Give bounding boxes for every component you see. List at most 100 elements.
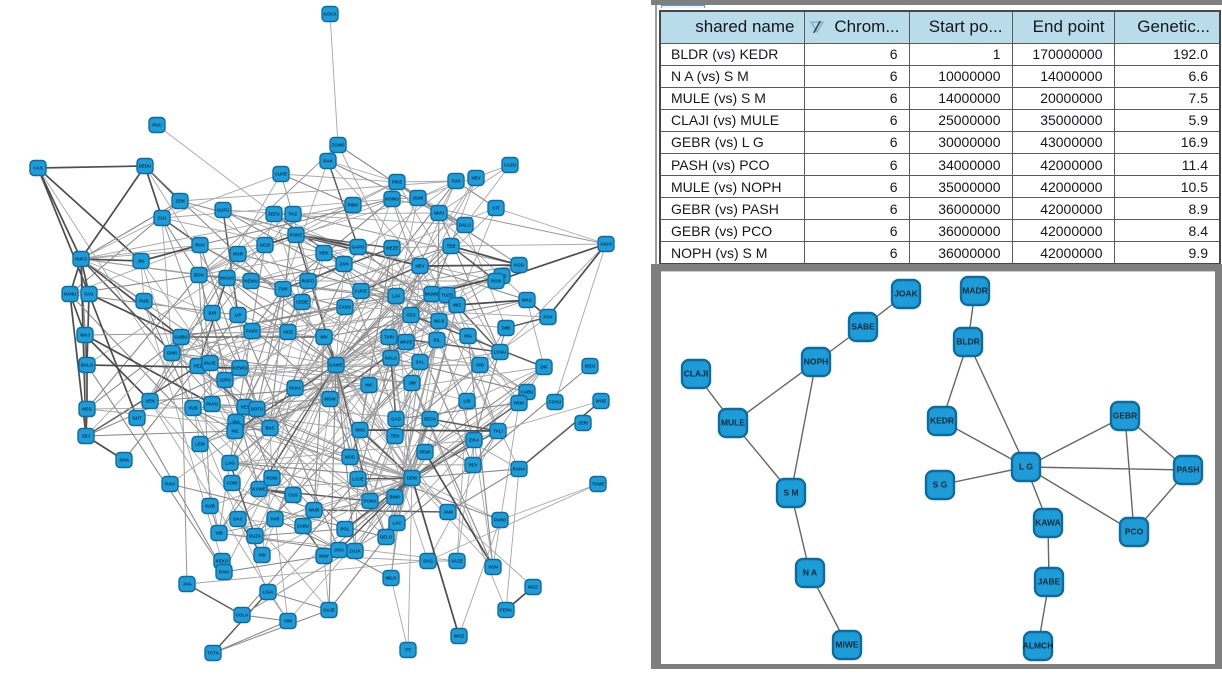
svg-text:TALI: TALI: [493, 429, 502, 434]
svg-text:DIL: DIL: [433, 338, 440, 343]
svg-text:PEZ: PEZ: [194, 364, 203, 369]
svg-text:KAWE: KAWE: [252, 487, 265, 492]
svg-text:DAC: DAC: [233, 517, 243, 522]
svg-text:DUZA: DUZA: [249, 534, 262, 539]
svg-text:COBI: COBI: [227, 481, 238, 486]
svg-text:VIB: VIB: [215, 531, 222, 536]
svg-text:GAD: GAD: [391, 417, 401, 422]
svg-text:GIGO: GIGO: [600, 242, 612, 247]
svg-text:PONA: PONA: [364, 499, 378, 504]
svg-text:FUCE: FUCE: [355, 289, 367, 294]
svg-text:BAF: BAF: [265, 426, 274, 431]
svg-text:WIJE: WIJE: [596, 399, 607, 404]
svg-text:JERI: JERI: [578, 421, 588, 426]
svg-text:FUS: FUS: [452, 179, 461, 184]
svg-text:HEV: HEV: [415, 264, 424, 269]
svg-text:DIF: DIF: [540, 365, 547, 370]
svg-text:KEKO: KEKO: [216, 559, 229, 564]
svg-text:MILO: MILO: [386, 576, 398, 581]
svg-text:PUC: PUC: [152, 123, 162, 128]
svg-text:PCO: PCO: [1125, 527, 1144, 537]
svg-text:NEWU: NEWU: [244, 279, 257, 284]
svg-text:SABE: SABE: [851, 322, 875, 332]
svg-text:JISA: JISA: [334, 548, 345, 553]
svg-text:LIB: LIB: [463, 399, 470, 404]
svg-text:CAS: CAS: [33, 166, 42, 171]
svg-text:WOK: WOK: [514, 401, 526, 406]
svg-text:FAG: FAG: [84, 292, 94, 297]
svg-text:FOV: FOV: [543, 315, 552, 320]
svg-text:VIG: VIG: [232, 420, 240, 425]
svg-text:HIG: HIG: [464, 334, 472, 339]
svg-text:KAWA: KAWA: [1035, 518, 1061, 528]
svg-text:BALO: BALO: [81, 363, 94, 368]
svg-text:TOME: TOME: [592, 482, 605, 487]
svg-text:LOJE: LOJE: [352, 477, 364, 482]
svg-text:CEDE: CEDE: [296, 300, 308, 305]
svg-text:GUJE: GUJE: [323, 608, 335, 613]
svg-text:JABE: JABE: [1038, 577, 1061, 587]
svg-text:WIZ: WIZ: [453, 303, 461, 308]
svg-text:NOJI: NOJI: [434, 319, 444, 324]
svg-text:ALMCH: ALMCH: [1023, 641, 1054, 651]
svg-text:TOTA: TOTA: [207, 651, 219, 656]
svg-text:PAR: PAR: [271, 517, 281, 522]
svg-text:LAG: LAG: [225, 461, 235, 466]
svg-text:WOZ: WOZ: [454, 634, 465, 639]
svg-text:ROV: ROV: [195, 243, 205, 248]
svg-text:MAGO: MAGO: [220, 276, 234, 281]
svg-text:FEHA: FEHA: [500, 608, 513, 613]
svg-text:ZADO: ZADO: [339, 305, 352, 310]
svg-text:HOR: HOR: [233, 252, 244, 257]
svg-text:DUM: DUM: [413, 196, 423, 201]
svg-text:CAZU: CAZU: [504, 163, 516, 168]
svg-text:NEV: NEV: [471, 176, 480, 181]
svg-text:DOTO: DOTO: [251, 407, 264, 412]
svg-text:VON: VON: [488, 565, 498, 570]
svg-text:MOW: MOW: [324, 397, 336, 402]
svg-text:SEJ: SEJ: [82, 434, 91, 439]
svg-text:ZIKA: ZIKA: [469, 438, 480, 443]
svg-text:GUT: GUT: [132, 416, 142, 421]
svg-text:JIM: JIM: [408, 381, 416, 386]
svg-text:NALA: NALA: [385, 356, 398, 361]
svg-text:N A: N A: [803, 568, 817, 578]
svg-text:BLDR: BLDR: [956, 337, 980, 347]
svg-text:ROFO: ROFO: [302, 279, 315, 284]
svg-text:GEBR: GEBR: [1113, 411, 1138, 421]
svg-text:LIGA: LIGA: [263, 590, 274, 595]
svg-text:GOCA: GOCA: [323, 12, 337, 17]
svg-text:KEWO: KEWO: [233, 366, 247, 371]
svg-text:KOD: KOD: [514, 263, 524, 268]
svg-text:WAFE: WAFE: [400, 340, 413, 345]
svg-text:GAWE: GAWE: [329, 363, 342, 368]
svg-text:JIG: JIG: [137, 259, 145, 264]
svg-text:DEDU: DEDU: [139, 164, 151, 169]
svg-text:TARI: TARI: [384, 335, 394, 340]
svg-text:ZONO: ZONO: [332, 143, 345, 148]
svg-text:VEN: VEN: [145, 399, 154, 404]
svg-text:NIV: NIV: [320, 335, 327, 340]
svg-text:TUZO: TUZO: [441, 293, 454, 298]
svg-text:DIWI: DIWI: [167, 351, 177, 356]
svg-text:SAL: SAL: [416, 360, 425, 365]
svg-text:ZEFU: ZEFU: [268, 212, 279, 217]
svg-text:POKE: POKE: [290, 233, 303, 238]
svg-text:GOZI: GOZI: [260, 243, 271, 248]
svg-text:VID: VID: [258, 553, 265, 558]
svg-text:S G: S G: [933, 480, 948, 490]
svg-text:RAVI: RAVI: [165, 482, 175, 487]
svg-text:CLAJI: CLAJI: [684, 369, 709, 379]
svg-text:ZUJA: ZUJA: [349, 549, 361, 554]
svg-text:MULE: MULE: [721, 418, 745, 428]
svg-text:RON: RON: [491, 279, 501, 284]
svg-text:DID: DID: [476, 363, 484, 368]
svg-text:LOGU: LOGU: [494, 350, 507, 355]
svg-text:KES: KES: [406, 313, 415, 318]
svg-text:VAZE: VAZE: [451, 559, 462, 564]
svg-text:MOD: MOD: [345, 455, 355, 460]
svg-text:RAVI: RAVI: [219, 570, 229, 575]
svg-text:PAKA: PAKA: [289, 386, 302, 391]
svg-text:CABU: CABU: [521, 390, 534, 395]
svg-text:WEZE: WEZE: [386, 246, 399, 251]
